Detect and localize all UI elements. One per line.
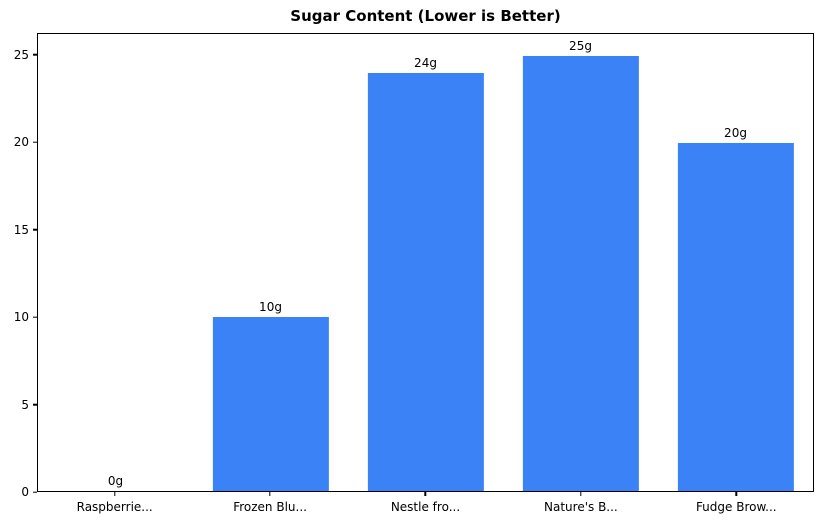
y-tick-label: 15 [13,222,29,237]
bar [677,142,794,491]
x-axis-slot: Raspberrie... [37,492,192,526]
x-axis-slot: Nature's B... [503,492,658,526]
y-tick-label: 5 [21,397,29,412]
bar-slot: 25g [503,34,658,491]
bar [367,73,484,491]
bar-slot: 24g [348,34,503,491]
x-tick-mark [269,492,271,496]
x-axis-slot: Fudge Brow... [659,492,814,526]
x-tick-mark [113,492,116,496]
plot-area: 0g 10g 24g 25g 20g [37,33,814,492]
x-tick-label: Frozen Blu... [233,500,307,514]
x-axis-slot: Nestle fro... [348,492,503,526]
bar-value-label: 20g [724,125,747,140]
x-tick-mark [735,492,737,496]
y-tick-mark [33,491,37,493]
x-axis: Raspberrie... Frozen Blu... Nestle fro... N… [37,492,814,526]
bar-value-label: 25g [569,38,592,53]
chart-title: Sugar Content (Lower is Better) [290,7,561,25]
y-axis: 0 5 10 15 20 25 [0,33,37,498]
x-tick-label: Nestle fro... [390,500,461,514]
y-tick-mark [33,141,37,143]
x-tick-mark [580,492,582,496]
x-tick-mark [424,492,427,496]
bar-slot: 0g [38,34,193,491]
y-tick-label: 10 [13,310,29,325]
x-axis-slot: Frozen Blu... [192,492,347,526]
x-tick-label: Fudge Brow... [695,500,777,514]
x-tick-label: Raspberrie... [76,500,153,514]
bar [522,55,639,491]
bar-value-label: 10g [259,299,282,314]
y-tick-label: 0 [21,485,29,499]
bar-slot: 20g [658,34,813,491]
y-tick-label: 25 [13,47,29,62]
y-tick-label: 20 [13,135,29,150]
y-tick-mark [33,316,37,318]
x-tick-label: Nature's B... [544,500,618,514]
y-tick-mark [33,229,37,231]
bar-value-label: 24g [414,56,437,71]
bar [212,316,329,491]
y-tick-mark [33,54,37,56]
y-tick-mark [33,403,37,406]
bar-slot: 10g [193,34,348,491]
bar-value-label: 0g [107,474,124,488]
